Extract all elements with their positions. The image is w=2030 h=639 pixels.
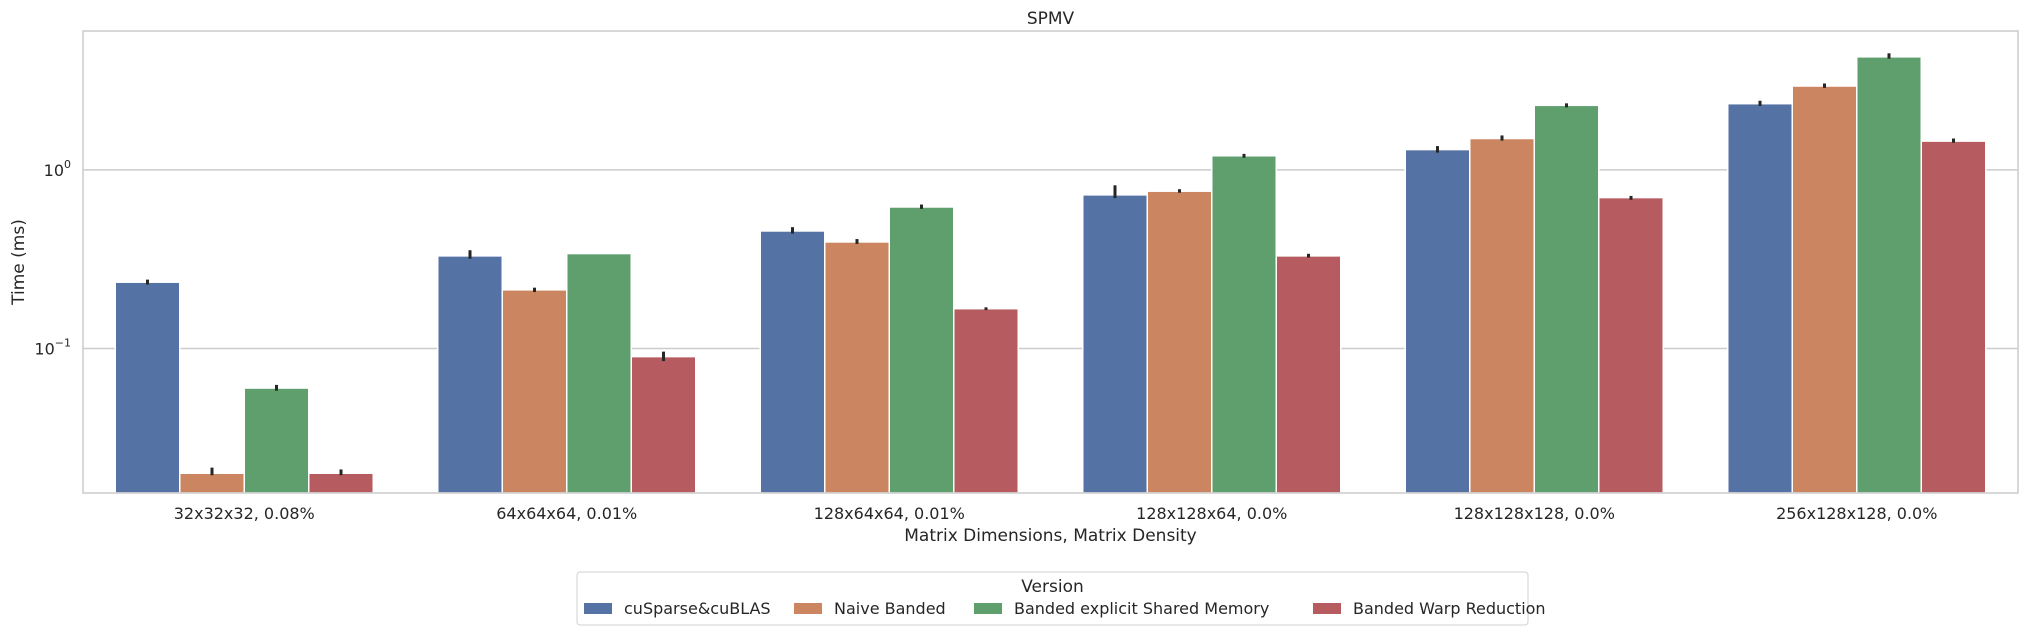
y-axis-label: Time (ms) (9, 219, 29, 306)
bar (630, 355, 697, 494)
x-axis-label: Matrix Dimensions, Matrix Density (904, 526, 1197, 546)
bars (114, 56, 1987, 494)
bar (501, 289, 568, 494)
bar (1469, 137, 1535, 494)
legend-entry-label: cuSparse&cuBLAS (624, 599, 771, 618)
bar (1211, 155, 1277, 494)
bar (1856, 56, 1922, 494)
error-bars (146, 53, 1955, 476)
bar (179, 472, 245, 494)
x-tick-label: 32x32x32, 0.08% (174, 504, 315, 523)
bar (1727, 102, 1793, 494)
bar (1275, 255, 1342, 494)
legend-title: Version (1021, 577, 1084, 597)
legend-swatch (794, 603, 822, 614)
legend: Version cuSparse&cuBLAS Naive Banded Bande… (576, 571, 1546, 626)
x-tick-label: 64x64x64, 0.01% (496, 504, 637, 523)
bar (1404, 148, 1471, 494)
bar (437, 255, 503, 494)
y-tick-label: 100 (44, 158, 71, 180)
legend-items: cuSparse&cuBLAS Naive Banded Banded explic… (584, 599, 1546, 618)
y-tick-labels: 10−1 100 (34, 158, 71, 359)
x-tick-label: 128x128x128, 0.0% (1454, 504, 1615, 523)
legend-swatch (974, 603, 1002, 614)
bar (1598, 196, 1664, 494)
bar (1082, 194, 1148, 494)
x-tick-label: 256x128x128, 0.0% (1776, 504, 1937, 523)
chart-title: SPMV (1027, 9, 1075, 29)
bar (759, 230, 826, 494)
grid-lines (83, 169, 2018, 350)
bar (566, 252, 632, 494)
y-tick-label: 10−1 (34, 336, 71, 358)
plot-frame (82, 30, 2019, 494)
bar (953, 307, 1019, 494)
bar (308, 472, 374, 494)
legend-swatch (1313, 603, 1341, 614)
bar (114, 281, 181, 494)
bar (1533, 104, 1600, 494)
legend-entry-label: Banded Warp Reduction (1353, 599, 1546, 618)
x-tick-labels: 32x32x32, 0.08% 64x64x64, 0.01% 128x64x64,… (174, 504, 1938, 523)
bar (1920, 140, 1987, 494)
x-tick-label: 128x64x64, 0.01% (814, 504, 965, 523)
bar (888, 206, 955, 494)
legend-entry-label: Naive Banded (834, 599, 946, 618)
bar (243, 387, 310, 494)
legend-swatch (584, 603, 612, 614)
x-tick-label: 128x128x64, 0.0% (1136, 504, 1287, 523)
bar (1791, 85, 1858, 494)
legend-entry-label: Banded explicit Shared Memory (1014, 599, 1269, 618)
bar (824, 241, 890, 494)
bar (1146, 190, 1213, 494)
